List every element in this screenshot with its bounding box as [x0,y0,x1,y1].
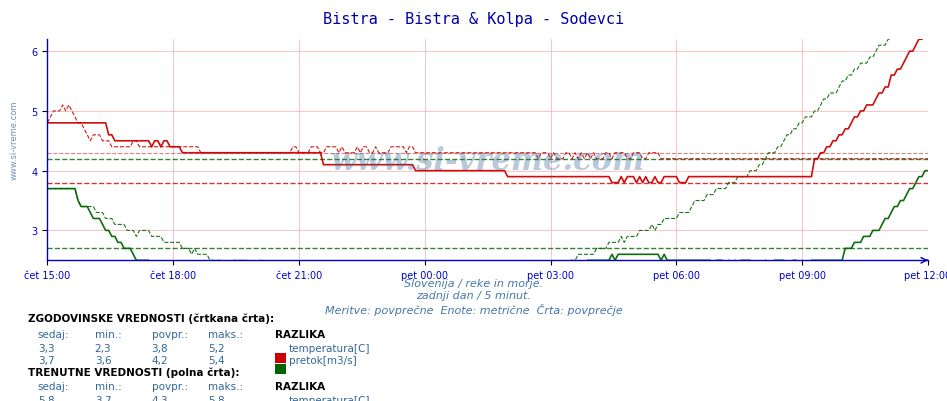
Text: 5,2: 5,2 [208,343,225,353]
Text: 5,4: 5,4 [208,355,225,365]
Text: 3,8: 3,8 [152,343,169,353]
Text: povpr.:: povpr.: [152,381,188,391]
Text: 3,7: 3,7 [95,395,112,401]
Text: 5,8: 5,8 [38,395,55,401]
Text: 4,3: 4,3 [152,395,169,401]
Text: 3,7: 3,7 [38,355,55,365]
Text: temperatura[C]: temperatura[C] [289,395,370,401]
Text: povpr.:: povpr.: [152,329,188,339]
Text: RAZLIKA: RAZLIKA [275,329,325,339]
Text: 2,3: 2,3 [95,343,112,353]
Text: min.:: min.: [95,329,121,339]
Text: www.si-vreme.com: www.si-vreme.com [9,101,19,180]
Text: Meritve: povprečne  Enote: metrične  Črta: povprečje: Meritve: povprečne Enote: metrične Črta:… [325,303,622,315]
Text: TRENUTNE VREDNOSTI (polna črta):: TRENUTNE VREDNOSTI (polna črta): [28,367,240,377]
Text: Slovenija / reke in morje.: Slovenija / reke in morje. [404,279,543,289]
Text: temperatura[C]: temperatura[C] [289,343,370,353]
Text: sedaj:: sedaj: [38,381,69,391]
Text: 4,2: 4,2 [152,355,169,365]
Text: www.si-vreme.com: www.si-vreme.com [331,146,645,177]
Text: 5,8: 5,8 [208,395,225,401]
Text: maks.:: maks.: [208,381,243,391]
Text: RAZLIKA: RAZLIKA [275,381,325,391]
Text: 3,3: 3,3 [38,343,55,353]
Text: min.:: min.: [95,381,121,391]
Text: maks.:: maks.: [208,329,243,339]
Text: Bistra - Bistra & Kolpa - Sodevci: Bistra - Bistra & Kolpa - Sodevci [323,12,624,27]
Text: sedaj:: sedaj: [38,329,69,339]
Text: zadnji dan / 5 minut.: zadnji dan / 5 minut. [416,291,531,301]
Text: ZGODOVINSKE VREDNOSTI (črtkana črta):: ZGODOVINSKE VREDNOSTI (črtkana črta): [28,313,275,323]
Text: 3,6: 3,6 [95,355,112,365]
Text: pretok[m3/s]: pretok[m3/s] [289,355,357,365]
